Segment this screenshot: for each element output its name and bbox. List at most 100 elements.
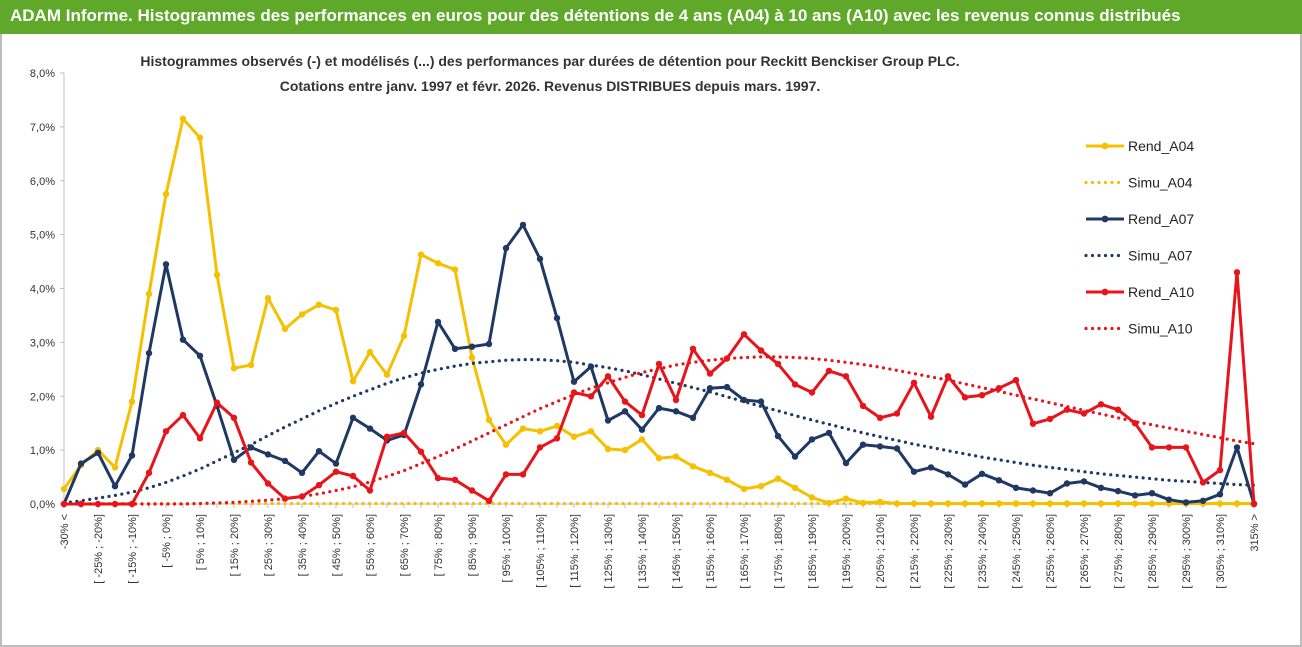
- data-point: [1182, 444, 1190, 451]
- data-point: [230, 456, 238, 463]
- data-point: [553, 422, 561, 430]
- data-point: [468, 343, 476, 350]
- data-point: [655, 360, 663, 368]
- data-point: [383, 433, 391, 440]
- data-point: [332, 460, 340, 467]
- data-point: [485, 497, 493, 504]
- data-point: [264, 295, 272, 302]
- data-point: [1148, 490, 1156, 497]
- data-point: [94, 449, 102, 456]
- data-point: [995, 477, 1003, 484]
- x-tick-label: [ 295% ; 300%]: [1181, 514, 1193, 589]
- data-point: [145, 469, 153, 476]
- data-point: [196, 352, 204, 359]
- data-point: [417, 448, 425, 455]
- data-point: [145, 349, 153, 357]
- y-tick-label: 1,0%: [30, 445, 55, 457]
- data-point: [1148, 444, 1156, 451]
- data-point: [689, 414, 697, 421]
- data-point: [1250, 500, 1258, 508]
- data-point: [264, 451, 272, 458]
- data-point: [1012, 376, 1020, 384]
- data-point: [1114, 487, 1122, 495]
- data-point: [740, 485, 748, 493]
- series-Simu_A10: [62, 355, 1256, 506]
- legend-entry-Simu_A07: Simu_A07: [1084, 248, 1193, 264]
- data-point: [128, 500, 136, 508]
- data-point: [485, 416, 493, 424]
- data-point: [927, 500, 935, 507]
- data-point: [77, 460, 85, 467]
- data-point: [417, 381, 425, 388]
- legend-entry-Simu_A10: Simu_A10: [1084, 321, 1193, 337]
- data-point: [587, 393, 595, 400]
- data-point: [672, 396, 680, 404]
- legend-label: Simu_A07: [1128, 248, 1193, 264]
- data-point: [1063, 480, 1071, 487]
- data-point: [757, 347, 765, 354]
- y-tick-label: 8,0%: [30, 68, 55, 80]
- x-tick-label: [ 125% ; 130%]: [603, 514, 615, 589]
- data-point: [1046, 415, 1054, 423]
- data-point: [315, 481, 323, 489]
- data-point: [944, 373, 952, 380]
- data-point: [842, 495, 850, 502]
- x-tick-label: [ -25% ; -20%]: [93, 514, 105, 584]
- data-point: [1046, 500, 1054, 507]
- x-tick-label: [ 115% ; 120%]: [569, 514, 581, 588]
- data-point: [1199, 479, 1207, 486]
- data-point: [349, 472, 357, 480]
- data-point: [111, 483, 119, 490]
- data-point: [570, 433, 578, 440]
- x-tick-label: [ 255% ; 260%]: [1045, 514, 1057, 589]
- y-tick-label: 3,0%: [30, 337, 55, 349]
- data-point: [366, 425, 374, 432]
- data-point: [706, 469, 714, 476]
- data-point: [536, 428, 544, 435]
- data-point: [128, 398, 136, 405]
- data-point: [1233, 444, 1241, 451]
- data-point: [332, 306, 340, 314]
- data-point: [1097, 401, 1105, 408]
- legend-label: Simu_A10: [1128, 321, 1193, 337]
- data-point: [859, 441, 867, 448]
- data-point: [825, 429, 833, 437]
- x-tick-label: [ 95% ; 100%]: [501, 514, 513, 583]
- data-point: [791, 453, 799, 460]
- data-point: [621, 446, 629, 454]
- y-tick-label: 0,0%: [30, 499, 55, 511]
- data-point: [349, 414, 357, 421]
- data-point: [638, 436, 646, 443]
- chart-title: Histogrammes observés (-) et modélisés (…: [140, 53, 959, 69]
- data-point: [434, 260, 442, 267]
- data-point: [859, 402, 867, 410]
- data-point: [468, 487, 476, 494]
- data-point: [60, 485, 68, 493]
- data-point: [298, 469, 306, 476]
- data-point: [162, 428, 170, 435]
- data-point: [774, 360, 782, 368]
- data-point: [519, 425, 527, 432]
- data-point: [536, 444, 544, 451]
- data-point: [944, 471, 952, 478]
- data-point: [162, 191, 170, 198]
- data-point: [502, 244, 510, 252]
- x-tick-label: [ 65% ; 70%]: [399, 514, 411, 576]
- data-point: [808, 494, 816, 501]
- x-tick-label: [ 215% ; 220%]: [909, 514, 921, 589]
- data-point: [179, 115, 187, 123]
- series-Rend_A04: [60, 115, 1258, 507]
- data-point: [1063, 500, 1071, 507]
- data-point: [757, 398, 765, 405]
- data-point: [332, 468, 340, 475]
- banner: ADAM Informe. Histogrammes des performan…: [0, 0, 1302, 34]
- data-point: [1046, 490, 1054, 497]
- data-point: [1029, 420, 1037, 427]
- data-point: [1148, 500, 1156, 507]
- data-point: [978, 470, 986, 477]
- data-point: [723, 476, 731, 483]
- data-point: [281, 457, 289, 465]
- x-tick-label: [ 145% ; 150%]: [671, 514, 683, 589]
- data-point: [570, 378, 578, 385]
